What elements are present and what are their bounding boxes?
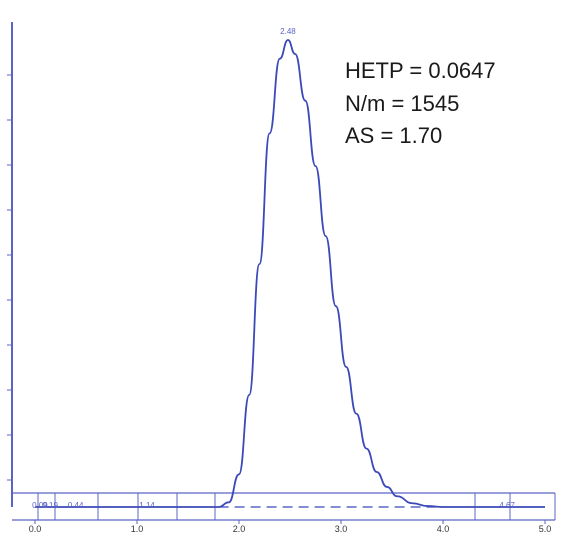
baseline-event-label: 0.09 <box>32 501 48 510</box>
peak-trace-0 <box>34 39 546 508</box>
baseline-event-label: 1.14 <box>139 501 155 510</box>
plates-annotation: N/m = 1545 <box>345 91 460 116</box>
hetp-annotation: HETP = 0.0647 <box>345 58 496 83</box>
baseline-event-label: 4.67 <box>499 501 515 510</box>
x-tick-label: 1.0 <box>131 524 144 533</box>
x-tick-label: 4.0 <box>437 524 450 533</box>
x-tick-label: 2.0 <box>233 524 246 533</box>
x-tick-label: 0.0 <box>29 524 42 533</box>
x-tick-label: 3.0 <box>335 524 348 533</box>
peak-apex-label: 2.48 <box>280 27 296 36</box>
baseline-event-label: 0.44 <box>68 501 84 510</box>
labels: 0.0 1.0 2.0 3.0 4.0 5.0 0.090.19 0.44 1.14 4.67 2.… <box>29 27 552 534</box>
asymmetry-annotation: AS = 1.70 <box>345 123 443 148</box>
baseline-event-label: 0.19 <box>42 501 58 510</box>
traces <box>34 39 546 508</box>
axes <box>7 22 555 524</box>
x-tick-label: 5.0 <box>539 524 552 533</box>
